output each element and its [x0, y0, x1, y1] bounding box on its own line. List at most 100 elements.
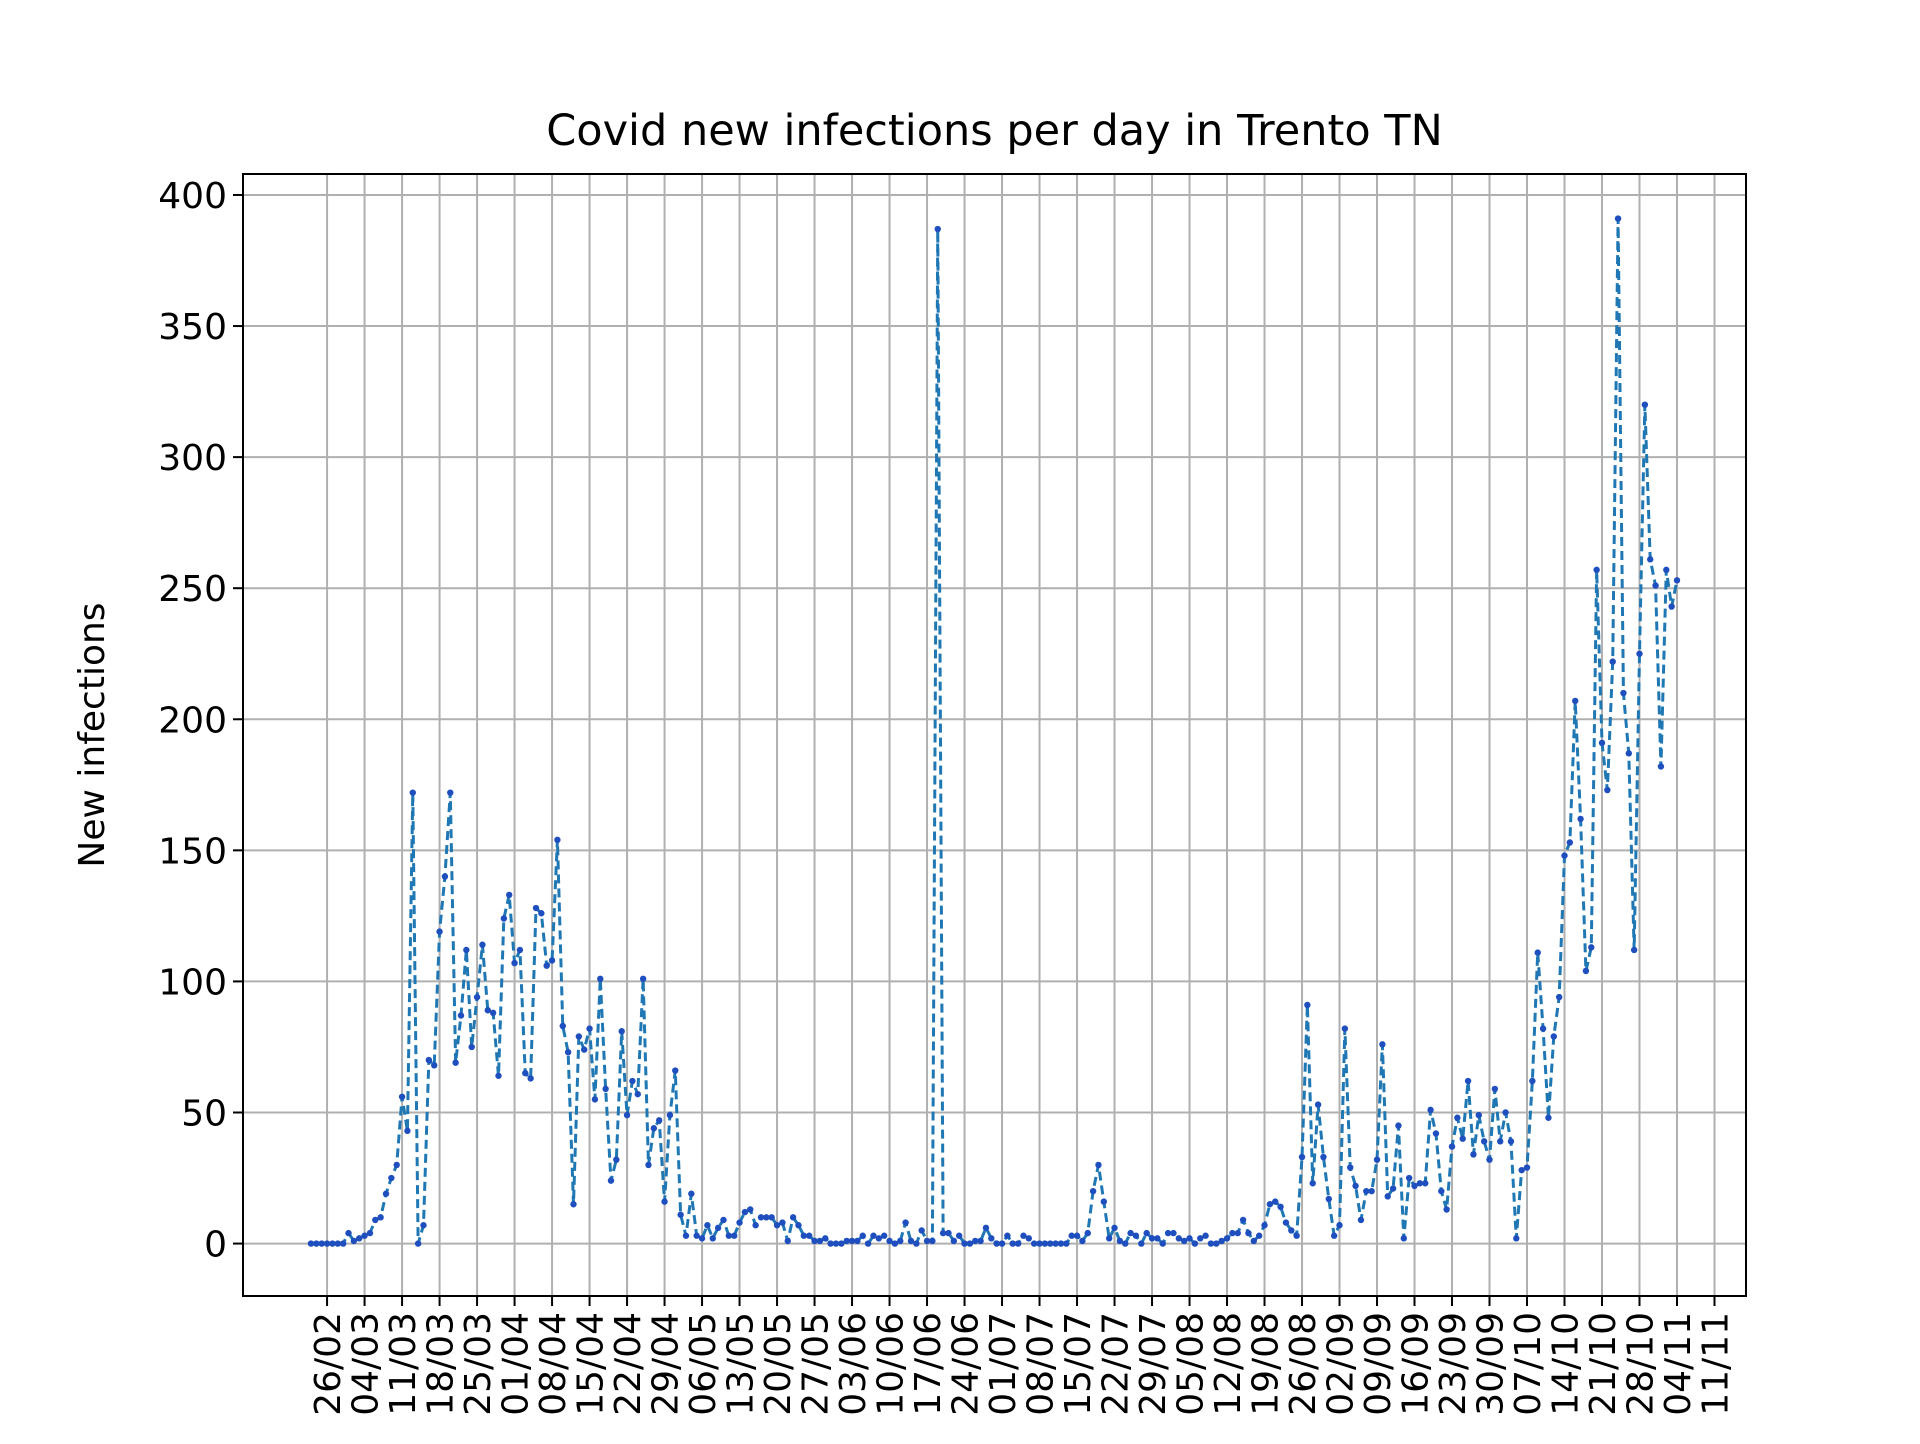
data-point	[747, 1206, 754, 1213]
x-tick-label: 26/02	[308, 1312, 349, 1416]
data-point	[907, 1237, 915, 1245]
data-point	[1004, 1232, 1011, 1239]
data-point	[998, 1240, 1006, 1247]
x-tick-label: 20/05	[758, 1312, 799, 1416]
data-point	[955, 1232, 963, 1239]
data-point	[564, 1049, 572, 1056]
data-point	[1363, 1187, 1370, 1195]
x-tick-label: 08/07	[1021, 1312, 1062, 1416]
data-point	[714, 1224, 722, 1232]
data-point	[1641, 401, 1649, 408]
data-point	[1304, 1001, 1311, 1009]
data-point	[1057, 1240, 1065, 1247]
data-point	[1400, 1235, 1408, 1242]
data-point	[988, 1235, 995, 1242]
data-point	[463, 946, 470, 954]
data-point	[1604, 786, 1611, 794]
data-point	[559, 1022, 566, 1030]
data-point	[500, 915, 508, 922]
data-point	[875, 1235, 883, 1242]
x-tick-label: 03/06	[833, 1312, 874, 1416]
data-point	[581, 1046, 588, 1053]
x-tick-label: 08/04	[533, 1312, 574, 1416]
data-point	[1518, 1166, 1525, 1174]
data-point	[1293, 1232, 1300, 1239]
x-tick-label: 22/07	[1096, 1312, 1137, 1416]
data-point	[1373, 1156, 1381, 1163]
data-point	[1630, 946, 1638, 954]
data-point	[1255, 1232, 1263, 1239]
data-point	[789, 1214, 797, 1221]
y-tick-label: 50	[181, 1093, 227, 1134]
data-point	[688, 1190, 695, 1197]
data-point	[1245, 1229, 1252, 1237]
data-point	[1105, 1235, 1113, 1242]
y-tick-label: 200	[158, 700, 227, 741]
data-point	[977, 1237, 984, 1245]
data-point	[1486, 1156, 1493, 1163]
data-point	[854, 1237, 861, 1245]
x-tick-label: 04/11	[1658, 1312, 1699, 1416]
x-tick-label: 16/09	[1396, 1312, 1437, 1416]
data-point	[1384, 1193, 1391, 1200]
data-point	[811, 1237, 818, 1245]
data-point	[1266, 1201, 1274, 1208]
data-point	[1068, 1232, 1075, 1239]
x-tick-label: 29/07	[1133, 1312, 1174, 1416]
x-tick-label: 23/09	[1433, 1312, 1474, 1416]
data-point	[1668, 603, 1675, 610]
data-point	[656, 1117, 663, 1124]
data-point	[1111, 1224, 1118, 1232]
data-point	[1314, 1101, 1322, 1108]
data-point	[1223, 1235, 1231, 1242]
data-point	[1438, 1187, 1445, 1195]
data-point	[484, 1007, 491, 1014]
data-point	[1164, 1229, 1172, 1237]
data-point	[1625, 750, 1632, 757]
data-point	[1443, 1206, 1450, 1213]
x-tick-label: 19/08	[1246, 1312, 1287, 1416]
data-point	[1513, 1235, 1520, 1242]
data-point	[752, 1222, 759, 1229]
data-point	[1127, 1229, 1134, 1237]
data-point	[1073, 1232, 1081, 1239]
data-point	[1529, 1077, 1536, 1085]
data-point	[329, 1240, 336, 1247]
data-point	[538, 910, 545, 917]
data-point	[1116, 1237, 1124, 1245]
data-point	[1448, 1143, 1456, 1150]
data-point	[516, 946, 524, 954]
data-point	[597, 975, 604, 982]
data-point	[982, 1224, 990, 1232]
data-point	[634, 1090, 641, 1098]
data-point	[1250, 1237, 1258, 1245]
data-point	[661, 1198, 668, 1205]
data-point	[843, 1237, 850, 1245]
data-point	[741, 1208, 749, 1216]
data-point	[1647, 556, 1654, 563]
data-point	[1561, 852, 1568, 859]
x-tick-label: 24/06	[946, 1312, 987, 1416]
data-point	[1357, 1216, 1365, 1224]
data-point	[768, 1214, 775, 1221]
data-point	[891, 1240, 899, 1247]
y-tick-label: 350	[158, 307, 227, 348]
data-point	[1566, 839, 1574, 846]
data-point	[1475, 1111, 1483, 1119]
x-tick-label: 12/08	[1208, 1312, 1249, 1416]
data-point	[361, 1232, 368, 1239]
data-point	[1609, 658, 1616, 665]
data-point	[1379, 1041, 1386, 1048]
data-point	[1352, 1182, 1359, 1190]
data-point	[848, 1237, 856, 1245]
data-point	[1170, 1229, 1177, 1237]
data-point	[784, 1237, 791, 1245]
x-tick-label: 14/10	[1546, 1312, 1587, 1416]
data-point	[1132, 1232, 1140, 1239]
data-point	[489, 1009, 497, 1017]
data-point	[1063, 1240, 1070, 1247]
data-point	[1288, 1227, 1295, 1234]
data-point	[897, 1237, 904, 1245]
data-point	[1636, 650, 1643, 657]
data-point	[1427, 1106, 1434, 1114]
